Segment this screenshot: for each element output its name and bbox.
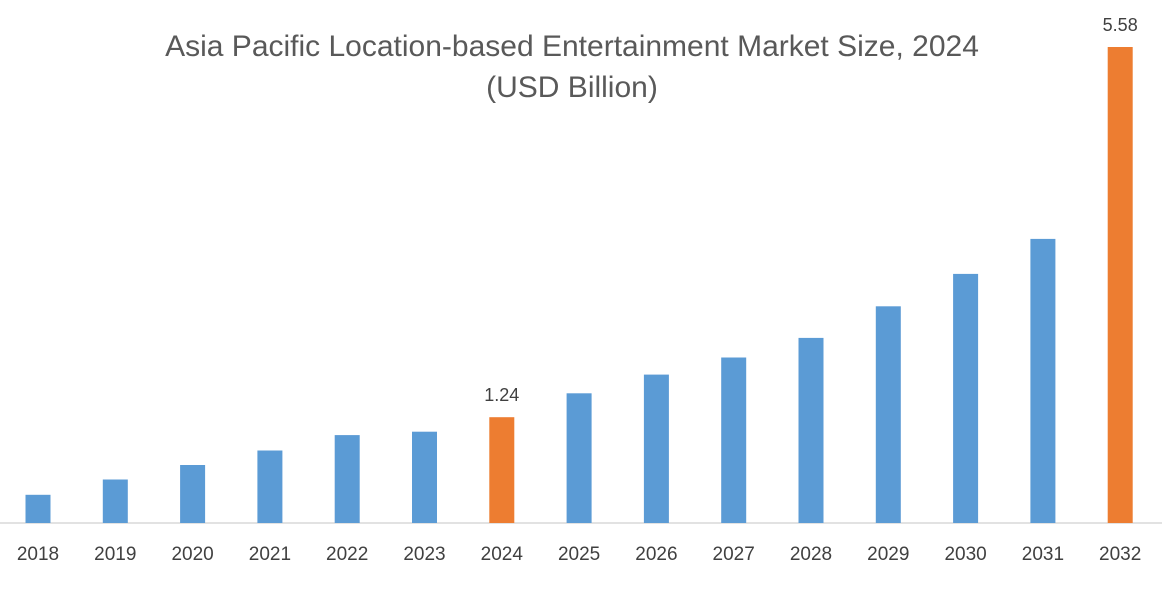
bars-group [25, 47, 1133, 523]
bar-2019 [102, 479, 128, 523]
x-tick-2018: 2018 [17, 544, 59, 565]
x-tick-2030: 2030 [944, 544, 986, 565]
data-labels: 1.24 5.58 [484, 15, 1137, 405]
bar-2021 [257, 450, 283, 523]
x-tick-2027: 2027 [713, 544, 755, 565]
bar-2029 [875, 306, 901, 523]
bar-2020 [180, 465, 206, 523]
chart-title: Asia Pacific Location-based Entertainmen… [165, 30, 979, 63]
x-tick-2021: 2021 [249, 544, 291, 565]
x-tick-2028: 2028 [790, 544, 832, 565]
bar-2032 [1107, 47, 1133, 523]
x-tick-2031: 2031 [1022, 544, 1064, 565]
bar-2031 [1030, 238, 1056, 523]
chart-subtitle: (USD Billion) [486, 71, 658, 104]
bar-2024 [489, 417, 515, 523]
data-label-2032: 5.58 [1103, 15, 1138, 35]
x-tick-2029: 2029 [867, 544, 909, 565]
bar-2022 [334, 435, 360, 523]
x-tick-2024: 2024 [481, 544, 524, 565]
x-tick-2023: 2023 [403, 544, 445, 565]
x-tick-2026: 2026 [635, 544, 677, 565]
x-tick-2019: 2019 [94, 544, 136, 565]
x-tick-2020: 2020 [171, 544, 213, 565]
bar-2026 [643, 374, 669, 523]
bar-2030 [953, 273, 979, 523]
x-tick-2022: 2022 [326, 544, 368, 565]
x-tick-2025: 2025 [558, 544, 600, 565]
bar-2028 [798, 337, 824, 523]
x-tick-labels: 2018 2019 2020 2021 2022 2023 2024 2025 2026 2027… [17, 544, 1141, 565]
data-label-2024: 1.24 [484, 385, 519, 405]
bar-2025 [566, 393, 592, 523]
bar-2018 [25, 494, 51, 523]
bar-2023 [412, 431, 437, 523]
bar-2027 [721, 357, 747, 523]
x-tick-2032: 2032 [1099, 544, 1141, 565]
